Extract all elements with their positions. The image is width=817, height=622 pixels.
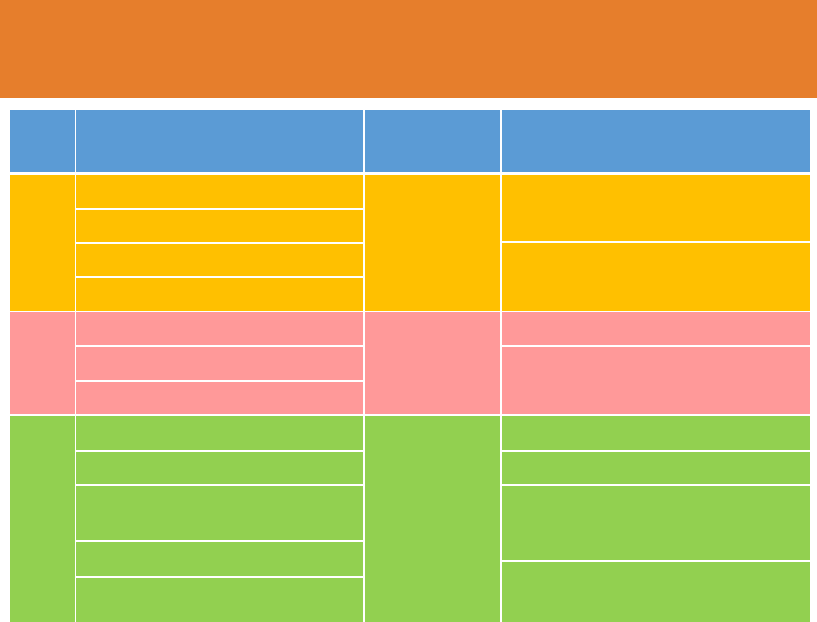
group-cell — [10, 175, 75, 311]
cell — [502, 416, 810, 450]
header-cell — [76, 110, 363, 172]
cell — [76, 486, 363, 540]
cell — [76, 347, 363, 380]
cell — [365, 416, 500, 622]
cell — [502, 562, 810, 622]
cell — [76, 312, 363, 345]
cell — [76, 452, 363, 484]
cell — [502, 243, 810, 311]
cell — [76, 175, 363, 208]
header-banner — [0, 0, 817, 98]
cell — [502, 486, 810, 560]
header-cell — [502, 110, 810, 172]
cell — [76, 542, 363, 576]
cell — [502, 312, 810, 345]
cell — [76, 278, 363, 311]
cell — [76, 210, 363, 242]
cell — [76, 578, 363, 622]
cell — [502, 175, 810, 241]
group-cell — [10, 416, 75, 622]
group-cell — [10, 312, 75, 414]
cell — [365, 175, 500, 311]
cell — [502, 452, 810, 484]
cell — [76, 416, 363, 450]
header-cell — [365, 110, 500, 172]
cell — [502, 347, 810, 414]
header-cell — [10, 110, 75, 172]
cell — [76, 244, 363, 276]
cell — [365, 312, 500, 414]
cell — [76, 382, 363, 414]
